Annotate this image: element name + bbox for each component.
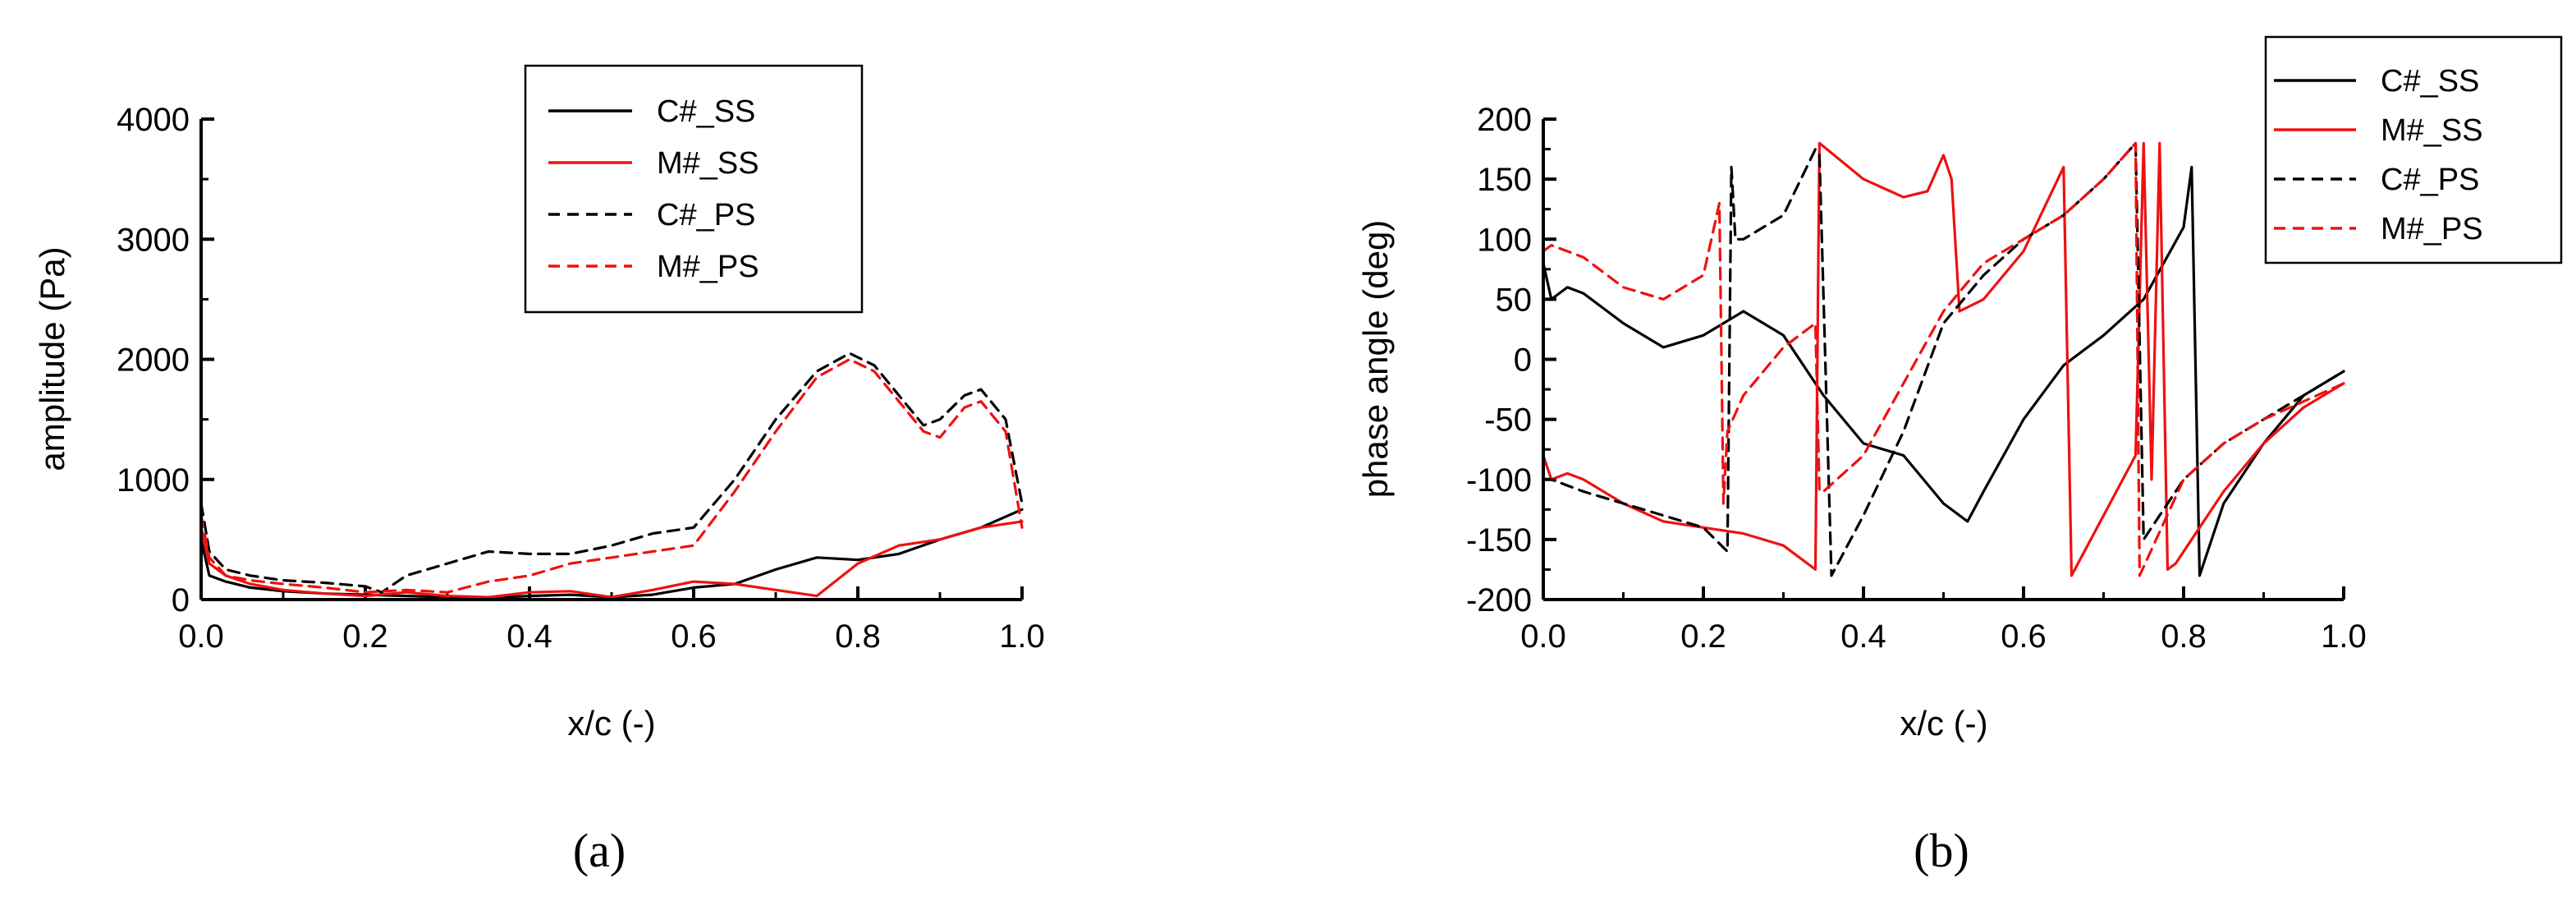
chart-a-x-axis-title: x/c (-) [567, 704, 655, 742]
chart-a-legend: C#_SS M#_SS C#_PS M#_PS [524, 64, 864, 314]
y-tick-label: -200 [1466, 582, 1532, 618]
y-tick-label: 150 [1477, 162, 1532, 198]
chart-b-ticks [1542, 117, 2345, 601]
series-line-c-ss [1542, 165, 2345, 577]
x-tick-label: 0.2 [342, 618, 388, 655]
chart-b-y-tick-labels: -200 -150 -100 -50 0 50 100 150 200 [1466, 102, 1532, 618]
y-tick-label: 200 [1477, 102, 1532, 138]
x-tick-label: 0.0 [1520, 618, 1566, 655]
chart-a-x-tick-labels: 0.0 0.2 0.4 0.6 0.8 1.0 [178, 618, 1045, 655]
legend-label: M#_PS [657, 250, 759, 284]
legend-label: C#_SS [657, 94, 755, 129]
y-tick-label: 100 [1477, 222, 1532, 258]
series-line-c-ps [1542, 141, 2345, 577]
y-tick-label: -150 [1466, 522, 1532, 559]
chart-a-y-axis-title: amplitude (Pa) [33, 246, 71, 471]
chart-a: 0.0 0.2 0.4 0.6 0.8 1.0 0 1000 2000 3000 4000 x/c… [33, 64, 1045, 877]
x-tick-label: 0.0 [178, 618, 224, 655]
legend-label: C#_SS [2381, 64, 2479, 99]
x-tick-label: 0.8 [2161, 618, 2207, 655]
y-tick-label: -50 [1484, 402, 1532, 439]
series-line-m-ps [199, 357, 1024, 594]
legend-label: M#_SS [657, 146, 759, 181]
chart-a-panel-label: (a) [573, 824, 626, 877]
chart-b-x-tick-labels: 0.0 0.2 0.4 0.6 0.8 1.0 [1520, 618, 2367, 655]
legend-label: C#_PS [2381, 163, 2479, 197]
legend-label: M#_SS [2381, 113, 2483, 148]
x-tick-label: 0.6 [671, 618, 717, 655]
legend-label: C#_PS [657, 198, 755, 232]
y-tick-label: 0 [172, 582, 190, 618]
y-tick-label: 3000 [117, 222, 190, 258]
x-tick-label: 0.4 [506, 618, 552, 655]
chart-b-legend: C#_SS M#_SS C#_PS M#_PS [2264, 35, 2563, 264]
chart-a-legend-box [524, 64, 864, 314]
series-line-m-ss [199, 520, 1024, 599]
chart-b: 0.0 0.2 0.4 0.6 0.8 1.0 -200 -150 -100 -50 0 50 100… [1356, 35, 2563, 877]
chart-b-y-axis-title: phase angle (deg) [1356, 220, 1395, 499]
y-tick-label: -100 [1466, 462, 1532, 499]
series-line-c-ss [199, 508, 1024, 600]
chart-b-series [1542, 141, 2345, 577]
chart-b-legend-box [2264, 35, 2563, 264]
chart-a-y-tick-labels: 0 1000 2000 3000 4000 [117, 102, 190, 618]
x-tick-label: 0.6 [2001, 618, 2047, 655]
chart-b-plot-area [1543, 119, 2344, 600]
x-tick-label: 1.0 [999, 618, 1045, 655]
y-tick-label: 4000 [117, 102, 190, 138]
x-tick-label: 0.8 [835, 618, 881, 655]
x-tick-label: 0.2 [1680, 618, 1726, 655]
y-tick-label: 0 [1514, 342, 1532, 379]
x-tick-label: 1.0 [2321, 618, 2367, 655]
chart-a-series [199, 352, 1024, 600]
y-tick-label: 2000 [117, 342, 190, 379]
chart-b-panel-label: (b) [1914, 824, 1969, 877]
y-tick-label: 1000 [117, 462, 190, 499]
x-tick-label: 0.4 [1840, 618, 1886, 655]
legend-label: M#_PS [2381, 212, 2483, 246]
y-tick-label: 50 [1496, 282, 1533, 318]
series-line-c-ps [199, 352, 1024, 594]
series-line-m-ps [1542, 141, 2345, 577]
chart-b-x-axis-title: x/c (-) [1900, 704, 1987, 742]
series-line-m-ss [1542, 141, 2345, 577]
